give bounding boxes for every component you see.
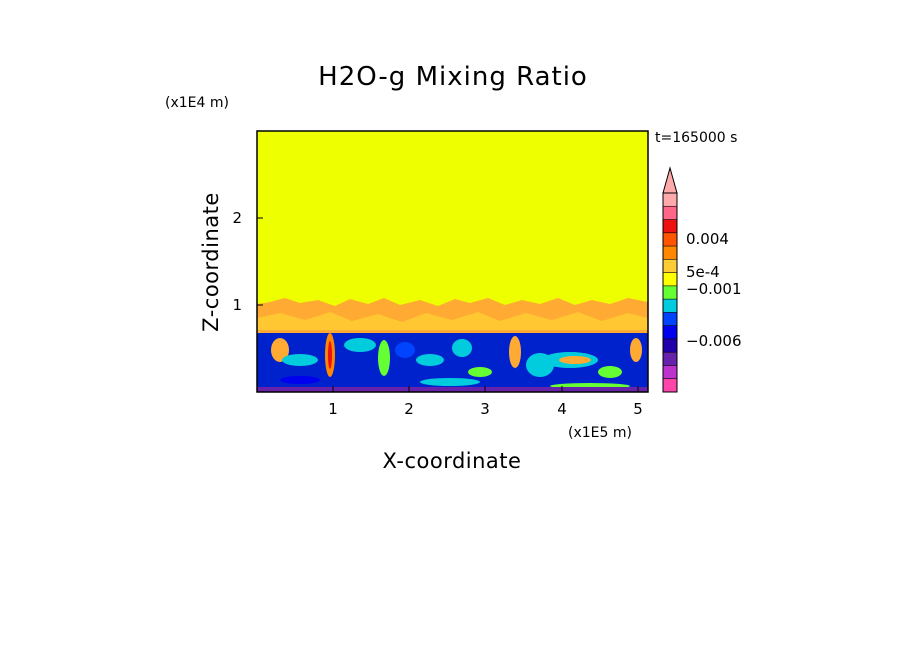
colorbar-step — [663, 285, 677, 300]
time-label: t=165000 s — [655, 130, 737, 146]
x-tick-label: 3 — [480, 400, 490, 418]
colorbar-label: −0.006 — [686, 332, 742, 350]
colorbar-step — [663, 246, 677, 260]
colorbar-label: 0.004 — [686, 230, 729, 248]
colorbar-step — [663, 272, 677, 286]
x-tick-label: 2 — [404, 400, 414, 418]
y-scale-label: (x1E4 m) — [165, 95, 229, 111]
colorbar-label: 5e-4 — [686, 263, 720, 281]
colorbar-step — [663, 352, 677, 366]
colorbar-step — [663, 219, 677, 233]
colorbar-step — [663, 365, 677, 379]
chart-title: H2O-g Mixing Ratio — [318, 62, 588, 92]
colorbar-step — [663, 259, 677, 273]
x-scale-label: (x1E5 m) — [568, 425, 632, 441]
colorbar-step — [663, 232, 677, 247]
colorbar-frame — [662, 192, 678, 393]
x-tick-label: 1 — [328, 400, 338, 418]
colorbar-step — [663, 325, 677, 339]
colorbar-step — [663, 338, 677, 353]
colorbar-label: −0.001 — [686, 280, 742, 298]
x-axis: 1 2 3 4 5 X-coordinate — [328, 386, 643, 473]
turbulent-features — [257, 333, 648, 392]
y-axis: 1 2 Z-coordinate — [199, 192, 263, 332]
colorbar-step — [663, 299, 677, 313]
x-axis-label: X-coordinate — [383, 449, 522, 473]
field-layers — [257, 131, 648, 392]
colorbar-arrow — [662, 166, 678, 194]
y-axis-label: Z-coordinate — [199, 192, 223, 332]
y-tick-label: 2 — [232, 209, 242, 227]
y-tick-label: 1 — [232, 296, 242, 314]
x-tick-label: 5 — [633, 400, 643, 418]
x-tick-label: 4 — [557, 400, 567, 418]
colorbar-step — [663, 193, 677, 207]
colorbar: 0.004 5e-4 −0.001 −0.006 — [662, 166, 742, 393]
colorbar-step — [663, 378, 677, 392]
plot-area — [256, 130, 649, 393]
layer-orange-light — [257, 312, 648, 330]
colorbar-step — [663, 206, 677, 220]
colorbar-step — [663, 312, 677, 326]
plot-frame — [256, 130, 649, 393]
